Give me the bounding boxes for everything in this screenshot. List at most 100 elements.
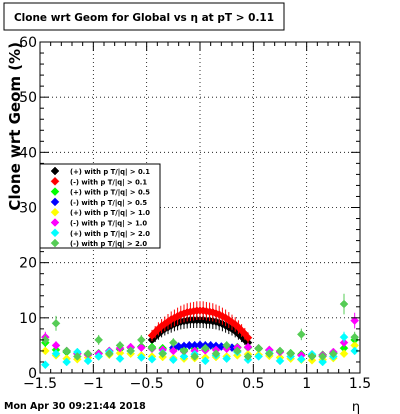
- data-point: [307, 352, 317, 361]
- y-tick-label: 20: [19, 256, 37, 272]
- x-tick-label: 0.5: [242, 376, 264, 392]
- data-point: [83, 356, 93, 366]
- data-point: [136, 335, 146, 345]
- data-point: [179, 352, 189, 361]
- legend-marker: [50, 228, 60, 238]
- data-point: [147, 354, 157, 364]
- data-point: [339, 338, 349, 348]
- legend-label: (+) with p T/|q| > 2.0: [70, 230, 150, 239]
- legend-label: (-) with p T/|q| > 1.0: [70, 220, 147, 229]
- legend-label: (+) with p T/|q| > 0.5: [70, 189, 150, 198]
- data-point: [40, 346, 50, 356]
- legend: (+) with p T/|q| > 0.1(-) with p T/|q| >…: [39, 163, 161, 249]
- series-1: [147, 301, 253, 343]
- y-tick-label: 40: [19, 145, 37, 161]
- data-point: [158, 349, 168, 359]
- data-point: [51, 349, 61, 359]
- data-point: [222, 341, 232, 350]
- legend-marker: [50, 187, 60, 196]
- x-tick-label: 0: [196, 376, 205, 392]
- legend-marker: [50, 207, 60, 217]
- legend-label: (+) with p T/|q| > 0.1: [70, 168, 150, 177]
- data-point: [339, 332, 349, 342]
- x-tick-label: 1: [302, 376, 311, 392]
- data-point: [254, 343, 264, 353]
- data-point: [72, 352, 82, 361]
- y-tick-label: 60: [19, 35, 37, 51]
- y-tick-label: 30: [19, 201, 37, 217]
- data-point: [94, 352, 104, 361]
- data-point: [62, 346, 72, 356]
- data-point: [168, 338, 178, 348]
- x-tick-label: 1.5: [349, 376, 371, 392]
- axis-layer: −1.5 −1 −0.5 0 0.5 1 1.5 0 10 20 30 40 50 60: [19, 35, 371, 392]
- data-point: [211, 349, 221, 359]
- data-point: [243, 333, 253, 343]
- data-point: [40, 360, 50, 370]
- data-point: [243, 342, 253, 352]
- data-point: [115, 341, 125, 350]
- data-point: [350, 316, 360, 325]
- data-point: [275, 346, 285, 356]
- chart-title: Clone wrt Geom for Global vs η at pT > 0…: [14, 12, 274, 24]
- legend-marker: [50, 238, 60, 248]
- x-tick-label: −1.5: [23, 376, 57, 392]
- data-point: [195, 340, 205, 350]
- data-layer: [40, 293, 360, 370]
- data-point: [296, 330, 306, 339]
- series-7: [40, 293, 360, 361]
- data-point: [136, 343, 146, 352]
- data-point: [168, 346, 178, 356]
- legend-marker: [50, 166, 60, 176]
- data-point: [94, 335, 104, 345]
- data-point: [40, 335, 50, 345]
- data-point: [275, 356, 285, 366]
- data-point: [190, 352, 200, 361]
- legend-label: (-) with p T/|q| > 2.0: [70, 240, 147, 249]
- data-point: [62, 357, 72, 367]
- data-point: [168, 355, 178, 365]
- data-point: [147, 343, 157, 353]
- data-point: [200, 343, 210, 353]
- data-point: [243, 352, 253, 361]
- data-point: [83, 349, 93, 359]
- legend-marker: [50, 197, 60, 207]
- data-point: [115, 354, 125, 364]
- data-point: [296, 354, 306, 364]
- data-point: [318, 352, 328, 361]
- data-point: [350, 346, 360, 356]
- x-axis-label: η: [352, 400, 360, 414]
- data-point: [286, 349, 296, 359]
- data-point: [136, 353, 146, 362]
- y-tick-label: 50: [19, 90, 37, 106]
- data-point: [264, 349, 274, 359]
- legend-label: (-) with p T/|q| > 0.5: [70, 199, 147, 208]
- legend-entries: (+) with p T/|q| > 0.1(-) with p T/|q| >…: [50, 166, 150, 249]
- legend-label: (+) with p T/|q| > 1.0: [70, 209, 150, 218]
- legend-marker: [50, 218, 60, 227]
- legend-marker: [50, 176, 60, 186]
- x-tick-label: −0.5: [130, 376, 164, 392]
- data-point: [232, 346, 242, 356]
- footer-timestamp: Mon Apr 30 09:21:44 2018: [4, 401, 146, 412]
- data-point: [179, 346, 189, 356]
- data-point: [254, 352, 264, 361]
- data-point: [104, 349, 114, 359]
- title-box: [3, 2, 285, 31]
- legend-label: (-) with p T/|q| > 0.1: [70, 178, 147, 187]
- data-point: [339, 349, 349, 359]
- data-point: [126, 346, 136, 356]
- legend-box: [39, 163, 161, 249]
- y-tick-label: 10: [19, 311, 37, 327]
- data-point: [318, 357, 328, 367]
- data-point: [51, 318, 61, 328]
- x-tick-label: −1: [83, 376, 104, 392]
- y-tick-label: 0: [28, 366, 37, 382]
- data-point: [200, 356, 210, 366]
- data-point: [222, 354, 232, 364]
- data-point: [328, 349, 338, 359]
- data-point: [339, 299, 349, 309]
- data-point: [350, 332, 360, 342]
- y-axis-label: Clone wrt Geom (%): [6, 42, 24, 211]
